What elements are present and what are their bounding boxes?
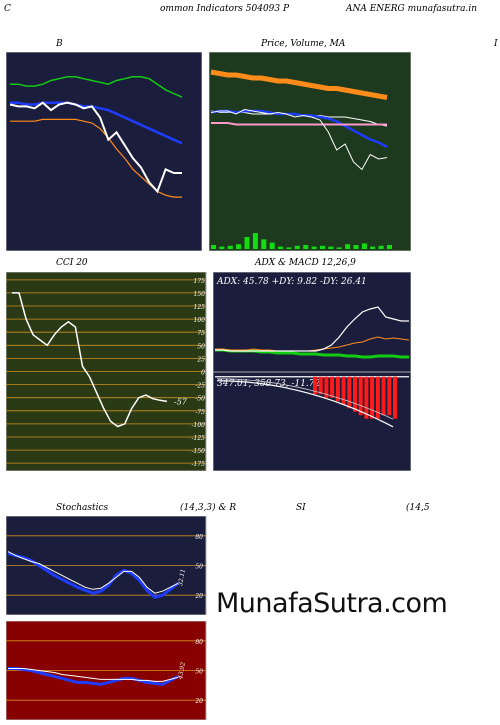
volume-bar	[211, 245, 216, 249]
adx-title: ADX & MACD 12,26,9	[255, 258, 356, 268]
adx-readout: ADX: 45.78 +DY: 9.82 -DY: 26.41	[216, 277, 367, 287]
cci-tick-label: -125	[192, 435, 206, 442]
volume-bar	[361, 243, 367, 249]
stochastics-series-k	[7, 552, 179, 599]
macd-bar	[375, 376, 380, 419]
bollinger-chart	[6, 52, 202, 251]
macd-bar	[313, 376, 317, 395]
bollinger-series-upper	[10, 76, 183, 98]
macd-bar	[341, 376, 346, 405]
cci-tick-label: -50	[195, 396, 205, 403]
cci-title: CCI 20	[56, 258, 88, 268]
rsi-last-label: 43.92	[177, 661, 187, 680]
cci-tick-label: -100	[192, 422, 206, 429]
macd-readout: 347.01, 358.73, -11.72	[217, 379, 321, 389]
macd-line	[217, 380, 394, 428]
macd-bar	[358, 376, 363, 416]
volume-bar	[261, 239, 267, 249]
price_volume_ma-series-ma_pink	[211, 122, 387, 126]
cci-tick-label: 75	[197, 330, 205, 337]
rsi-title-right: (14,5	[406, 503, 430, 513]
stochastics-last-label: 32.11	[177, 569, 187, 587]
cci-last-label: -57	[174, 397, 188, 406]
cci-tick-label: 0	[201, 370, 205, 377]
adx-chart: ADX: 45.78 +DY: 9.82 -DY: 26.41	[213, 272, 411, 372]
volume-bar	[387, 245, 392, 249]
bollinger-series-price	[9, 101, 182, 194]
volume-bar	[378, 245, 384, 249]
cci-tick-label: 175	[194, 278, 206, 285]
macd-signal-line	[217, 378, 394, 420]
header-right: ANA ENERG munafasutra.in	[346, 4, 478, 14]
macd-bar	[324, 376, 329, 398]
stochastics-tick-label: 50	[195, 564, 203, 571]
macd-chart: 347.01, 358.73, -11.72	[213, 372, 411, 471]
volume-bar	[294, 245, 300, 249]
volume-bar	[286, 247, 292, 249]
rsi-tick-label: 20	[194, 698, 203, 705]
cci-tick-label: 150	[194, 291, 206, 298]
price_volume_ma-series-price	[210, 108, 388, 171]
macd-bar	[393, 376, 397, 419]
rsi-chart: 80 50 20 43.92	[6, 621, 207, 720]
volume-bar	[236, 244, 242, 249]
rsi-tick-label: 80	[195, 639, 203, 646]
cci-tick-label: -150	[192, 448, 206, 455]
macd-bar	[335, 376, 340, 402]
bollinger-title-right: I	[494, 39, 498, 49]
stoch-chart: 80 50 20 32.11	[6, 516, 207, 615]
macd-bar	[381, 376, 386, 416]
rsi-series-avg	[8, 668, 179, 682]
stochastics-series-d	[7, 551, 179, 594]
cci-tick-label: -75	[195, 409, 205, 416]
volume-bar	[219, 246, 225, 249]
price_volume_ma-series-ma_long	[210, 69, 388, 100]
macd-bar	[347, 376, 352, 409]
volume-bar	[303, 245, 309, 249]
price-chart	[209, 52, 411, 251]
rsi-series-rsi	[8, 667, 179, 686]
header-left: C	[4, 4, 11, 14]
macd-bar	[370, 376, 375, 419]
cci-tick-label: -175	[192, 461, 206, 468]
cci-tick-label: 50	[197, 343, 205, 350]
watermark: MunafaSutra.com	[216, 588, 448, 619]
rsi-title: SI	[296, 503, 306, 513]
volume-bar	[278, 246, 283, 249]
rsi-tick-label: 50	[195, 669, 203, 676]
volume-bar	[336, 247, 342, 249]
adx-series-adx	[215, 306, 409, 352]
bollinger-title: B	[56, 39, 63, 49]
volume-bar	[269, 242, 275, 249]
volume-bar	[227, 245, 233, 249]
stochastics-tick-label: 20	[194, 593, 203, 600]
stochastics-tick-label: 80	[195, 534, 203, 541]
macd-bar	[387, 376, 392, 416]
cci-chart: 175 150 125 100 75 50 25 0 -25 -50 -75 -100 -125 -150…	[6, 272, 207, 471]
stoch-title: Stochastics	[56, 503, 109, 513]
cci-tick-label: -25	[195, 383, 205, 390]
macd-bar	[330, 376, 335, 398]
volume-bar	[345, 244, 351, 249]
price-title: Price, Volume, MA	[261, 39, 346, 49]
volume-bar	[311, 246, 317, 249]
volume-bar	[244, 237, 250, 249]
cci-series-cci	[12, 292, 168, 428]
volume-bar	[252, 233, 258, 249]
volume-bar	[320, 245, 325, 249]
header-title: ommon Indicators 504093 P	[160, 4, 290, 14]
volume-bar	[328, 246, 334, 249]
volume-bar	[353, 245, 359, 249]
bollinger-series-middle	[10, 101, 183, 145]
macd-bar	[318, 376, 323, 395]
cci-tick-label: 125	[194, 304, 206, 311]
cci-tick-label: 25	[196, 356, 205, 363]
macd-bar	[353, 376, 357, 412]
macd-bar	[364, 376, 369, 419]
stoch-title-mid: (14,3,3) & R	[180, 503, 237, 513]
volume-bar	[370, 246, 376, 249]
cci-tick-label: 100	[194, 317, 206, 324]
